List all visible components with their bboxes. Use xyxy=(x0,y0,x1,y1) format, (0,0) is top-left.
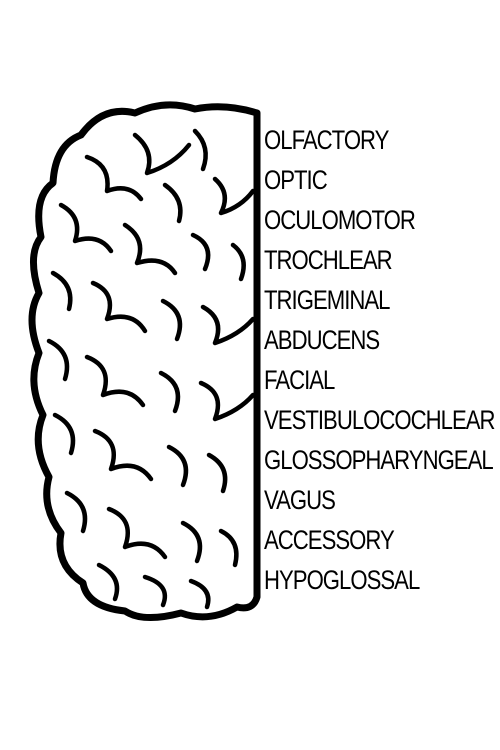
nerve-item: OCULOMOTOR xyxy=(264,200,495,240)
cranial-nerves-infographic: OLFACTORY OPTIC OCULOMOTOR TROCHLEAR TRI… xyxy=(0,0,500,750)
nerve-item: OLFACTORY xyxy=(264,120,495,160)
cranial-nerve-list: OLFACTORY OPTIC OCULOMOTOR TROCHLEAR TRI… xyxy=(264,120,500,600)
nerve-item: OPTIC xyxy=(264,160,495,200)
nerve-item: TRIGEMINAL xyxy=(264,280,495,320)
nerve-item: VAGUS xyxy=(264,480,495,520)
nerve-item: ABDUCENS xyxy=(264,320,495,360)
nerve-item: FACIAL xyxy=(264,360,495,400)
nerve-item: ACCESSORY xyxy=(264,520,495,560)
nerve-item: TROCHLEAR xyxy=(264,240,495,280)
nerve-item: VESTIBULOCOCHLEAR xyxy=(264,400,495,440)
brain-half-illustration xyxy=(25,95,265,625)
nerve-item: GLOSSOPHARYNGEAL xyxy=(264,440,495,480)
nerve-item: HYPOGLOSSAL xyxy=(264,560,495,600)
